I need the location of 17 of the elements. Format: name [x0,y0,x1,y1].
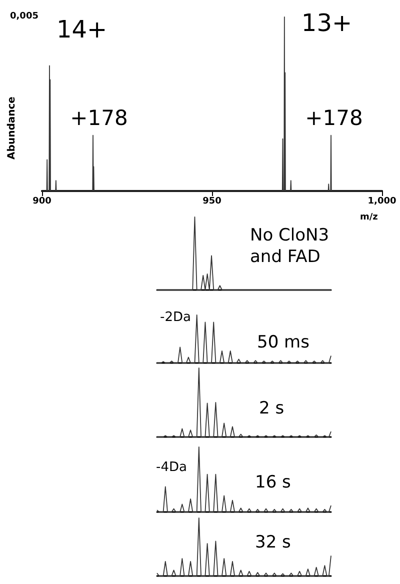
annotation: 14+ [56,16,108,44]
text: 0,005 [10,12,38,22]
text: 16 s [255,472,292,493]
x-tick-label: 950 [202,196,222,206]
x-axis-title: m/z [360,212,378,222]
y-axis-title: Abundance [6,96,18,160]
text: 50 ms [257,332,310,353]
text: 2 s [259,398,284,419]
annotation: +178 [305,106,363,130]
annotation: 13+ [301,9,352,37]
annotation: +178 [70,106,128,130]
x-tick-label: 1,000 [368,196,396,206]
annotation: -2Da [160,310,191,325]
x-tick-label: 900 [32,196,52,206]
text: 32 s [255,532,292,553]
annotation: -4Da [156,460,187,475]
text: No CloN3 and FAD [250,226,334,267]
